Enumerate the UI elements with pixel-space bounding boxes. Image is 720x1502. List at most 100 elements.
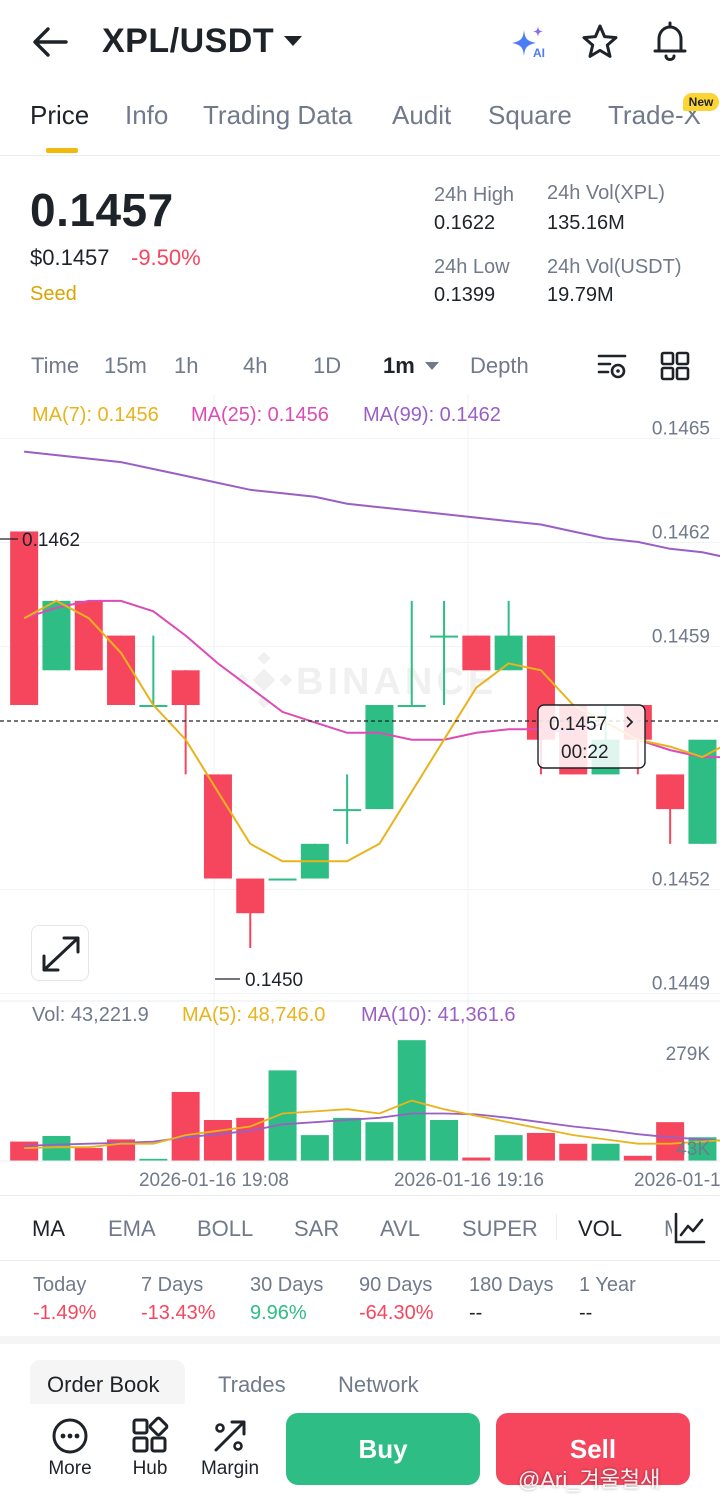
stat-24h-vol-base-value: 135.16M (547, 212, 625, 234)
ai-sparkle-icon[interactable]: AI (508, 24, 550, 62)
pair-dropdown-caret-icon[interactable] (284, 36, 302, 46)
candle (430, 600, 459, 705)
interval-15m[interactable]: 15m (104, 353, 147, 378)
indicator-avl[interactable]: AVL (380, 1216, 420, 1241)
moving-average-lines (23, 450, 720, 863)
perf-today-value: -1.49% (33, 1302, 97, 1324)
candle-body (365, 705, 394, 810)
tab-info[interactable]: Info (125, 100, 169, 130)
ma25-line (23, 599, 720, 759)
fullscreen-button[interactable] (31, 925, 89, 981)
price-axis: 0.1465 0.1462 0.1459 0.1452 0.1449 (0, 418, 720, 995)
ma99-label: MA(99): 0.1462 (363, 404, 501, 426)
perf-180d-label: 180 Days (469, 1274, 554, 1296)
expand-arrows-icon (42, 936, 80, 972)
tab-order-book[interactable]: Order Book (47, 1372, 160, 1397)
ai-badge-text: AI (533, 46, 545, 60)
indicator-boll[interactable]: BOLL (197, 1216, 254, 1241)
indicator-settings-icon[interactable] (672, 1210, 708, 1246)
indicator-ma[interactable]: MA (32, 1216, 65, 1241)
margin-label[interactable]: Margin (200, 1458, 260, 1479)
alert-bell-icon[interactable] (650, 20, 690, 62)
price-change-percent: -9.50% (131, 245, 201, 270)
interval-1m[interactable]: 1m (383, 353, 415, 378)
top-bar: XPL/USDT AI (0, 0, 720, 86)
more-label[interactable]: More (48, 1458, 92, 1479)
candle (42, 600, 71, 671)
interval-more-caret-icon[interactable] (425, 362, 439, 370)
price-tick-label: 0.1459 (652, 627, 710, 648)
tab-square[interactable]: Square (488, 100, 572, 130)
interval-depth[interactable]: Depth (470, 353, 529, 378)
seed-tag[interactable]: Seed (30, 283, 77, 305)
indicator-vol[interactable]: VOL (578, 1216, 623, 1241)
tab-trades[interactable]: Trades (218, 1372, 286, 1397)
price-tick-label: 0.1449 (652, 974, 710, 995)
volume-bars (10, 1040, 717, 1161)
sell-button[interactable]: Sell (496, 1413, 690, 1485)
volume-bar (365, 1122, 394, 1161)
perf-30d-label: 30 Days (250, 1274, 324, 1296)
watermark-text: BINANCE (296, 661, 497, 703)
interval-4h[interactable]: 4h (243, 353, 268, 378)
stat-24h-vol-quote-label: 24h Vol(USDT) (547, 256, 682, 278)
tab-trading-data[interactable]: Trading Data (203, 100, 353, 130)
indicator-super[interactable]: SUPER (462, 1216, 538, 1241)
candle-body (656, 774, 685, 810)
candle (74, 600, 103, 671)
price-tick-label: 0.1462 (652, 522, 710, 543)
volume-bar (10, 1141, 39, 1161)
more-icon[interactable] (50, 1416, 90, 1456)
perf-1y-value: -- (579, 1302, 593, 1324)
candle (268, 878, 297, 881)
interval-1h[interactable]: 1h (174, 353, 199, 378)
buy-button[interactable]: Buy (286, 1413, 480, 1485)
hub-label[interactable]: Hub (132, 1458, 168, 1479)
favorite-star-icon[interactable] (580, 22, 620, 62)
volume-ma5-label: MA(5): 48,746.0 (182, 1004, 326, 1026)
volume-bar (494, 1135, 523, 1161)
interval-1d[interactable]: 1D (313, 353, 342, 378)
page-tabs: Price Info Trading Data Audit Square Tra… (0, 90, 720, 156)
candlestick-chart[interactable]: BINANCE 0.1465 0.1462 0.1459 0.1452 0.1449 2… (0, 395, 720, 1195)
perf-today-label: Today (33, 1274, 87, 1296)
perf-90d-label: 90 Days (359, 1274, 433, 1296)
volume-bar (139, 1158, 168, 1161)
stat-24h-low-label: 24h Low (434, 256, 510, 278)
perf-1y-label: 1 Year (579, 1274, 636, 1296)
candle-body (107, 635, 136, 705)
volume-bar (171, 1091, 200, 1161)
pair-title[interactable]: XPL/USDT (102, 22, 275, 60)
candle-body (236, 878, 265, 914)
indicator-macd[interactable]: MACD (664, 1216, 674, 1241)
perf-7d-value: -13.43% (141, 1302, 216, 1324)
candle (236, 878, 265, 948)
new-badge: New (683, 93, 719, 111)
margin-icon[interactable] (210, 1416, 250, 1456)
bottom-action-bar: More Hub Margin Buy Sell @Ari_겨울철새 (0, 1404, 720, 1502)
candle (333, 774, 362, 844)
candle (365, 705, 394, 810)
tab-audit[interactable]: Audit (392, 100, 452, 130)
time-tick-label: 2026-01-1 (634, 1170, 720, 1191)
current-price-label: 0.1457 (549, 714, 607, 735)
time-tick-label: 2026-01-16 19:08 (139, 1170, 289, 1191)
grid-layout-icon[interactable] (659, 350, 691, 382)
volume-bar (74, 1148, 103, 1161)
low-marker-label: 0.1450 (245, 970, 303, 991)
hub-icon[interactable] (130, 1416, 170, 1456)
volume-bar (591, 1143, 620, 1161)
tab-network[interactable]: Network (338, 1372, 419, 1397)
indicator-sar[interactable]: SAR (294, 1216, 340, 1241)
back-arrow-icon[interactable] (30, 24, 70, 60)
chart-settings-icon[interactable] (596, 350, 628, 382)
interval-time[interactable]: Time (31, 353, 80, 378)
price-tick-label: 0.1452 (652, 870, 710, 891)
volume-bar (430, 1120, 459, 1161)
volume-ma5-line (24, 1099, 720, 1149)
stat-24h-vol-base-label: 24h Vol(XPL) (547, 182, 665, 204)
indicator-ema[interactable]: EMA (108, 1216, 156, 1241)
tab-price[interactable]: Price (30, 100, 90, 130)
volume-tick-label: 279K (666, 1044, 711, 1065)
current-price-badge[interactable]: 0.1457 00:22 (537, 704, 646, 769)
